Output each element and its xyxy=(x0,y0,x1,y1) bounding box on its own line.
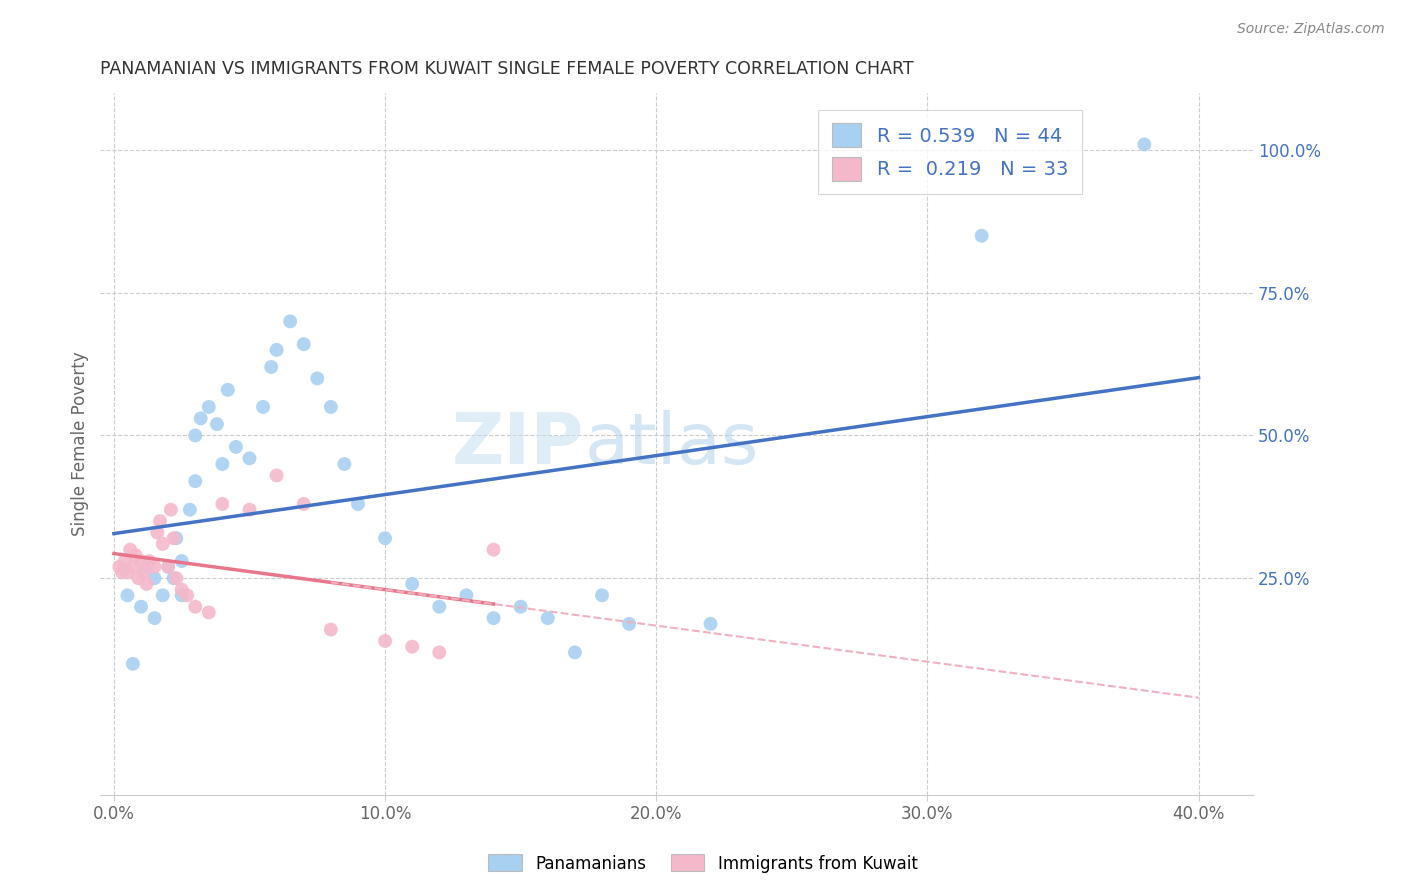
Point xyxy=(176,588,198,602)
Point xyxy=(117,588,139,602)
Point xyxy=(1133,137,1156,152)
Point xyxy=(162,531,184,545)
Point xyxy=(108,559,131,574)
Point xyxy=(333,457,356,471)
Point xyxy=(165,571,187,585)
Point xyxy=(146,525,169,540)
Point xyxy=(238,502,260,516)
Legend: Panamanians, Immigrants from Kuwait: Panamanians, Immigrants from Kuwait xyxy=(482,847,924,880)
Point xyxy=(266,468,288,483)
Point xyxy=(120,542,142,557)
Point xyxy=(307,371,329,385)
Point xyxy=(699,616,721,631)
Point xyxy=(456,588,478,602)
Point xyxy=(122,657,145,671)
Point xyxy=(170,554,193,568)
Y-axis label: Single Female Poverty: Single Female Poverty xyxy=(72,351,89,536)
Point xyxy=(152,537,174,551)
Point xyxy=(260,359,283,374)
Text: atlas: atlas xyxy=(585,409,759,478)
Point xyxy=(162,571,184,585)
Point xyxy=(238,451,260,466)
Point xyxy=(129,599,152,614)
Point xyxy=(152,588,174,602)
Point xyxy=(149,514,172,528)
Point xyxy=(198,606,221,620)
Point xyxy=(143,559,166,574)
Point xyxy=(537,611,560,625)
Point xyxy=(129,554,152,568)
Point xyxy=(117,566,139,580)
Point xyxy=(374,531,396,545)
Point xyxy=(266,343,288,357)
Point xyxy=(138,554,160,568)
Point xyxy=(319,400,342,414)
Point xyxy=(427,645,450,659)
Point xyxy=(157,559,180,574)
Point xyxy=(135,559,157,574)
Point xyxy=(617,616,640,631)
Point xyxy=(114,554,136,568)
Point xyxy=(111,566,134,580)
Point xyxy=(401,640,423,654)
Point xyxy=(157,559,180,574)
Point xyxy=(184,428,207,442)
Point xyxy=(205,417,228,431)
Point xyxy=(292,337,315,351)
Point xyxy=(278,314,301,328)
Point xyxy=(292,497,315,511)
Point xyxy=(591,588,613,602)
Point xyxy=(319,623,342,637)
Point xyxy=(211,497,233,511)
Point xyxy=(190,411,212,425)
Point xyxy=(135,577,157,591)
Point xyxy=(211,457,233,471)
Point xyxy=(347,497,370,511)
Point xyxy=(170,582,193,597)
Point xyxy=(970,228,993,243)
Point xyxy=(184,474,207,488)
Point xyxy=(401,577,423,591)
Point xyxy=(132,566,155,580)
Point xyxy=(127,571,149,585)
Point xyxy=(160,502,183,516)
Point xyxy=(184,599,207,614)
Point xyxy=(170,588,193,602)
Point xyxy=(509,599,531,614)
Point xyxy=(124,549,146,563)
Point xyxy=(165,531,187,545)
Point xyxy=(198,400,221,414)
Point xyxy=(427,599,450,614)
Point xyxy=(374,634,396,648)
Text: PANAMANIAN VS IMMIGRANTS FROM KUWAIT SINGLE FEMALE POVERTY CORRELATION CHART: PANAMANIAN VS IMMIGRANTS FROM KUWAIT SIN… xyxy=(100,60,914,78)
Point xyxy=(217,383,239,397)
Text: ZIP: ZIP xyxy=(453,409,585,478)
Point xyxy=(225,440,247,454)
Point xyxy=(564,645,586,659)
Point xyxy=(482,611,505,625)
Legend: R = 0.539   N = 44, R =  0.219   N = 33: R = 0.539 N = 44, R = 0.219 N = 33 xyxy=(818,110,1081,194)
Point xyxy=(143,571,166,585)
Point xyxy=(179,502,201,516)
Point xyxy=(482,542,505,557)
Text: Source: ZipAtlas.com: Source: ZipAtlas.com xyxy=(1237,22,1385,37)
Point xyxy=(143,611,166,625)
Point xyxy=(122,559,145,574)
Point xyxy=(252,400,274,414)
